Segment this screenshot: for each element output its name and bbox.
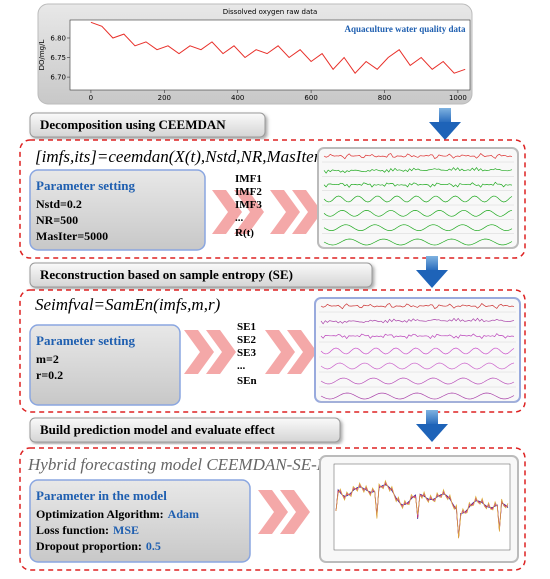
flow-arrow — [416, 410, 448, 442]
chevron — [258, 490, 288, 534]
formula: Seimfval=SamEn(imfs,m,r) — [35, 295, 221, 314]
step-header: Reconstruction based on sample entropy (… — [40, 267, 293, 282]
output-label: R(t) — [235, 227, 254, 239]
thumbnail-wave — [320, 377, 515, 385]
chevron — [265, 330, 295, 374]
output-label: ... — [237, 360, 246, 372]
x-tick-label: 1000 — [449, 94, 467, 102]
step-frame — [19, 139, 526, 259]
formula: [imfs,its]=ceemdan(X(t),Nstd,NR,MasIter) — [35, 147, 326, 166]
output-label: SE1 — [237, 321, 256, 333]
x-tick-label: 0 — [89, 94, 93, 102]
chevron — [270, 190, 300, 234]
text-part: 0.5 — [146, 539, 161, 553]
thumbnail-wave — [323, 152, 513, 160]
param-box — [29, 169, 206, 251]
thumbnail-wave — [320, 347, 515, 355]
thumbnail-wave — [323, 195, 513, 203]
step-frame — [19, 289, 526, 413]
param-box — [29, 479, 251, 563]
param: m=2 — [36, 352, 59, 366]
thumbnail-wave — [323, 238, 513, 246]
thumbnail-wave — [323, 209, 513, 217]
y-tick-label: 6.70 — [50, 74, 66, 82]
thumbnail-wave — [320, 362, 515, 370]
step-header: Build prediction model and evaluate effe… — [40, 422, 276, 437]
thumbnail-wave — [323, 224, 513, 231]
output-label: SE2 — [237, 334, 256, 346]
step-header-box — [29, 112, 266, 138]
param: NR=500 — [36, 213, 78, 227]
text-part: Adam — [168, 507, 199, 521]
x-tick-label: 200 — [158, 94, 171, 102]
param: Optimization Algorithm: Adam — [36, 507, 199, 521]
thumbnail-wave — [323, 181, 513, 188]
param: MasIter=5000 — [36, 229, 108, 243]
thumbnail-series — [335, 479, 509, 539]
thumbnail-wave — [323, 167, 513, 174]
thumbnail-plot — [333, 463, 511, 551]
root: Dissolved oxygen raw data 0 200 400 600 800 10… — [19, 3, 526, 571]
text-part: MSE — [113, 523, 139, 537]
param-box — [29, 324, 181, 406]
formula: Hybrid forecasting model CEEMDAN-SE-LSTM — [27, 455, 359, 474]
output-label: SEn — [237, 375, 257, 387]
chart-title: Dissolved oxygen raw data — [223, 8, 318, 16]
text-part: Dropout proportion: — [36, 539, 142, 553]
step-header: Decomposition using CEEMDAN — [40, 117, 226, 132]
param: r=0.2 — [36, 368, 63, 382]
x-tick-label: 600 — [304, 94, 317, 102]
thumbnail-wave — [320, 302, 515, 310]
step-header-box — [29, 262, 373, 288]
param: Nstd=0.2 — [36, 197, 82, 211]
param-title: Parameter in the model — [36, 488, 167, 503]
flow-arrow — [416, 256, 448, 288]
x-tick-label: 800 — [378, 94, 391, 102]
thumbnail-wave — [320, 333, 515, 340]
chevron — [184, 330, 214, 374]
param: Loss function: MSE — [36, 523, 139, 537]
output-label: IMF3 — [235, 199, 262, 211]
output-label: IMF1 — [235, 173, 262, 185]
y-tick-label: 6.80 — [50, 34, 66, 42]
annotation: Aquaculture water quality data — [345, 24, 466, 34]
x-tick-label: 400 — [231, 94, 244, 102]
data-line — [90, 21, 466, 74]
param: Dropout proportion: 0.5 — [36, 539, 161, 553]
flow-arrow — [429, 108, 461, 140]
output-label: ... — [235, 212, 244, 224]
y-tick-label: 6.75 — [50, 54, 66, 62]
param-title: Parameter setting — [36, 178, 136, 193]
step-header-box — [29, 417, 341, 443]
y-axis-label: DO/mg/L — [38, 40, 46, 71]
param-title: Parameter setting — [36, 333, 136, 348]
thumbnail — [314, 297, 521, 403]
thumbnail — [317, 147, 519, 249]
output-label: IMF2 — [235, 186, 262, 198]
text-part: Optimization Algorithm: — [36, 507, 164, 521]
step-frame — [19, 447, 526, 571]
output-label: SE3 — [237, 347, 256, 359]
thumbnail-wave — [320, 392, 515, 400]
thumbnail-wave — [320, 317, 515, 325]
text-part: Loss function: — [36, 523, 109, 537]
